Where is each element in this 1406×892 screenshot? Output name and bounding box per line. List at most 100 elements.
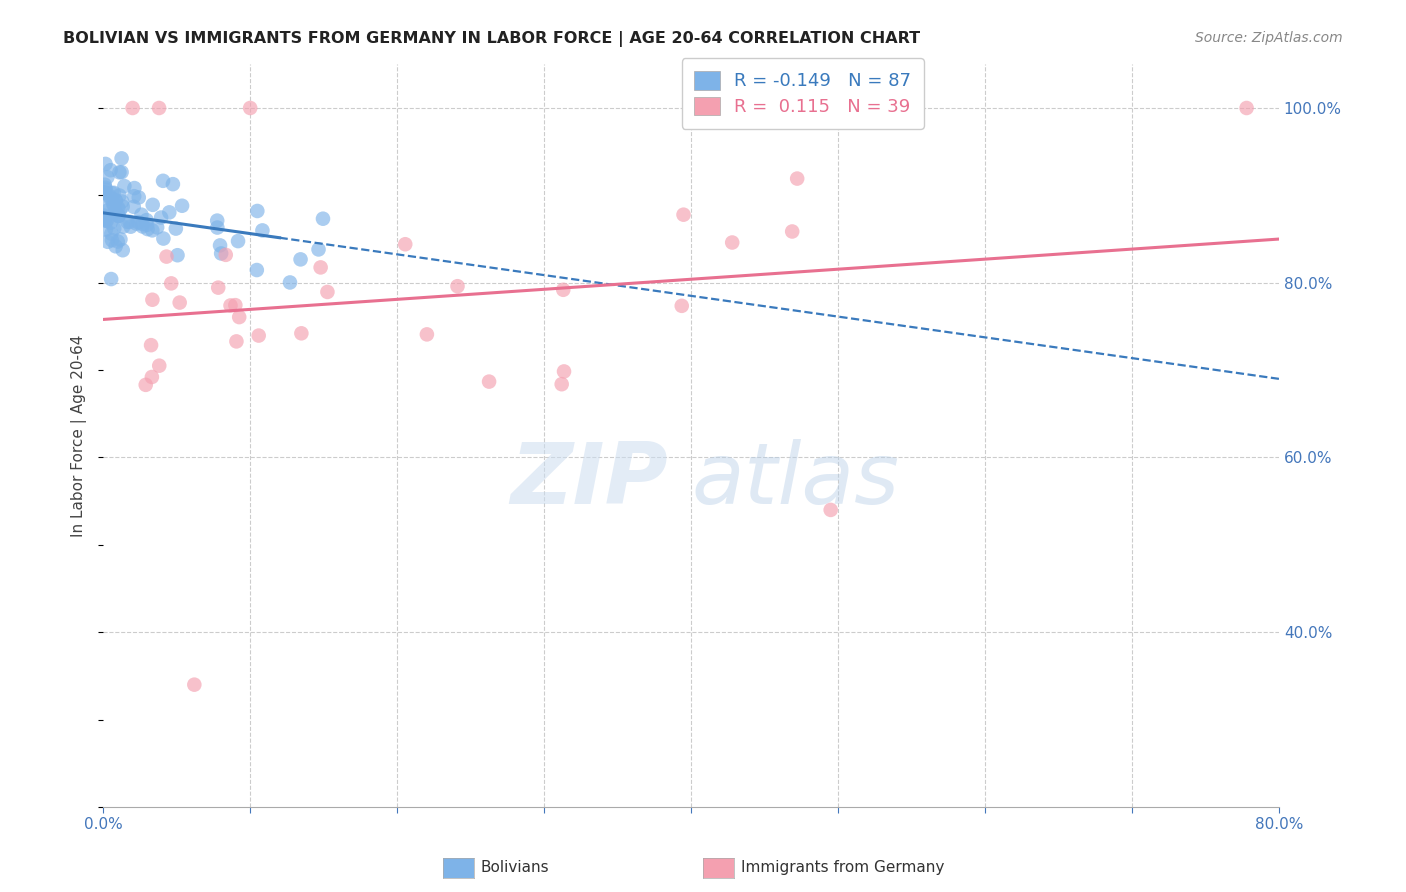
Point <box>104 205 127 219</box>
Point <box>160 277 183 291</box>
Text: atlas: atlas <box>692 439 898 522</box>
Point <box>394 237 416 252</box>
Point <box>100 163 122 178</box>
Point <box>148 101 170 115</box>
Point <box>136 222 159 236</box>
Point <box>141 370 163 384</box>
Point <box>205 213 228 227</box>
Point <box>108 203 131 218</box>
Point <box>219 298 242 312</box>
Point <box>246 263 269 277</box>
Point <box>128 190 150 204</box>
Point <box>139 338 162 352</box>
Point <box>118 215 141 229</box>
Point <box>215 248 238 262</box>
Point <box>226 234 249 248</box>
Point <box>550 377 572 392</box>
Point <box>148 359 170 373</box>
Point <box>94 213 117 227</box>
Point <box>157 205 180 219</box>
Text: Bolivians: Bolivians <box>481 861 550 875</box>
Point <box>169 295 191 310</box>
Point <box>721 235 744 250</box>
Point <box>107 209 129 223</box>
Point <box>100 227 122 241</box>
Point <box>93 186 115 200</box>
Point <box>209 246 232 260</box>
Point <box>125 217 148 231</box>
Point <box>780 225 803 239</box>
Point <box>150 211 173 225</box>
Point <box>553 283 575 297</box>
Point <box>104 239 127 253</box>
Text: BOLIVIAN VS IMMIGRANTS FROM GERMANY IN LABOR FORCE | AGE 20-64 CORRELATION CHART: BOLIVIAN VS IMMIGRANTS FROM GERMANY IN L… <box>63 31 921 47</box>
Point <box>111 199 134 213</box>
Point <box>100 191 122 205</box>
Point <box>105 207 128 221</box>
Point <box>97 203 120 218</box>
Point <box>94 211 117 225</box>
Point <box>416 327 439 342</box>
Point <box>141 293 163 307</box>
Point <box>308 243 330 257</box>
Point <box>107 209 129 223</box>
Point <box>112 179 135 194</box>
Point <box>100 272 122 286</box>
Point <box>247 328 270 343</box>
Point <box>162 177 184 191</box>
Point <box>96 214 118 228</box>
Point <box>93 211 115 226</box>
Point <box>183 678 205 692</box>
Point <box>93 178 115 192</box>
Point <box>131 217 153 231</box>
Point <box>224 298 246 312</box>
Legend: R = -0.149   N = 87, R =  0.115   N = 39: R = -0.149 N = 87, R = 0.115 N = 39 <box>682 59 924 128</box>
Point <box>209 238 232 252</box>
Point <box>107 235 129 249</box>
Point <box>146 220 169 235</box>
Point <box>553 364 575 378</box>
Point <box>142 198 165 212</box>
Point <box>120 219 142 234</box>
Point <box>94 157 117 171</box>
Point <box>108 188 131 202</box>
Point <box>131 208 153 222</box>
Point <box>252 223 274 237</box>
Point <box>98 189 121 203</box>
Point <box>152 174 174 188</box>
Point <box>121 101 143 115</box>
Point <box>446 279 468 293</box>
Point <box>122 200 145 214</box>
Point <box>104 194 127 208</box>
Point <box>101 196 124 211</box>
Point <box>135 213 157 227</box>
Point <box>478 375 501 389</box>
Text: Immigrants from Germany: Immigrants from Germany <box>741 861 945 875</box>
Point <box>111 194 134 209</box>
Point <box>94 222 117 236</box>
Point <box>122 189 145 203</box>
Point <box>135 377 157 392</box>
Point <box>290 252 312 267</box>
Point <box>155 250 177 264</box>
Point <box>1236 101 1258 115</box>
Point <box>290 326 312 341</box>
Point <box>96 170 118 185</box>
Point <box>165 221 187 235</box>
Point <box>170 199 193 213</box>
Point <box>93 197 115 211</box>
Point <box>103 221 125 235</box>
Point <box>101 186 124 201</box>
Point <box>94 183 117 197</box>
Point <box>97 235 120 249</box>
Point <box>112 219 135 234</box>
Point <box>108 165 131 179</box>
Point <box>104 194 127 208</box>
Point <box>103 199 125 213</box>
Point <box>127 215 149 229</box>
Point <box>152 231 174 245</box>
Point <box>124 181 146 195</box>
Point <box>239 101 262 115</box>
Point <box>166 248 188 262</box>
Point <box>897 101 920 115</box>
